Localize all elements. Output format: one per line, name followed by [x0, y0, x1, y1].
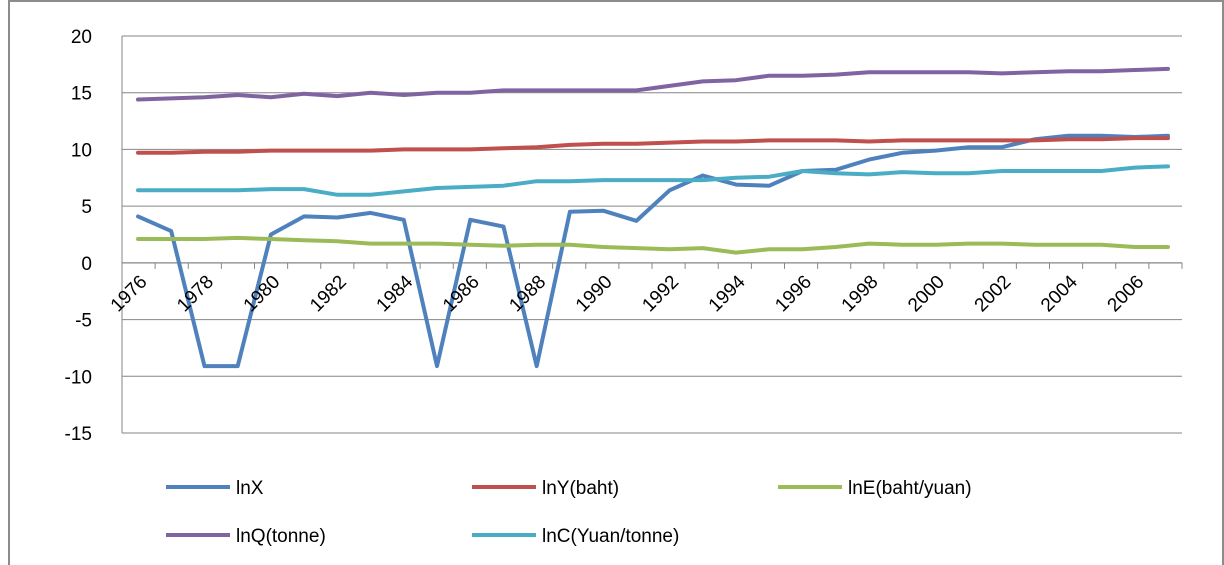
y-tick-label: -15 [65, 424, 92, 445]
y-tick-label: 20 [71, 27, 92, 48]
series-line-lne-baht-yuan [136, 235, 1170, 255]
x-tick-label: 2000 [904, 272, 949, 317]
legend: lnX lnY(baht) lnE(baht/yuan) lnQ(tonne) lnC(… [166, 478, 972, 547]
series-line-lnc-yuan-tonne [136, 164, 1170, 197]
y-tick-labels: -15 -10 -5 0 5 10 15 20 [65, 27, 92, 445]
y-tick-label: -5 [75, 311, 92, 332]
y-tick-label: 0 [81, 254, 92, 275]
legend-label-lny-baht: lnY(baht) [542, 478, 619, 499]
x-tick-label: 1994 [705, 271, 750, 316]
x-tick-label: 1986 [439, 272, 484, 317]
series-line-lny-baht [136, 136, 1170, 155]
x-tick-label: 1980 [240, 272, 285, 317]
y-tick-label: 15 [71, 84, 92, 105]
chart-border-right [1222, 0, 1224, 565]
x-tick-label: 1990 [572, 272, 617, 317]
x-tick-label: 1992 [638, 272, 683, 317]
chart-border-left [8, 0, 10, 565]
legend-label-lnx: lnX [236, 478, 264, 499]
x-tick-label: 1982 [306, 272, 351, 317]
x-tick-label: 2002 [971, 272, 1016, 317]
y-tick-label: 10 [71, 140, 92, 161]
chart-border-top [8, 0, 1224, 2]
legend-label-lne-baht-yuan: lnE(baht/yuan) [848, 478, 972, 499]
y-tick-label: 5 [81, 197, 92, 218]
legend-label-lnq-tonne: lnQ(tonne) [236, 526, 326, 547]
y-tick-label: -10 [65, 367, 92, 388]
axes [121, 36, 1183, 433]
series-line-lnx [136, 133, 1170, 369]
x-tick-label: 2006 [1104, 272, 1149, 317]
legend-label-lnc-yuan-tonne: lnC(Yuan/tonne) [542, 526, 679, 547]
x-tick-label: 2004 [1037, 271, 1082, 316]
x-tick-label: 1978 [173, 272, 218, 317]
series-lines [136, 66, 1170, 369]
series-line-lnq-tonne [136, 66, 1170, 102]
x-tick-label: 1984 [373, 271, 418, 316]
x-tick-labels: 1976 1978 1980 1982 1984 1986 1988 1990 1992 1994… [107, 271, 1149, 316]
x-tick-label: 1976 [107, 272, 152, 317]
x-tick-label: 1996 [771, 272, 816, 317]
x-tick-label: 1988 [505, 272, 550, 317]
x-tick-label: 1998 [838, 272, 883, 317]
